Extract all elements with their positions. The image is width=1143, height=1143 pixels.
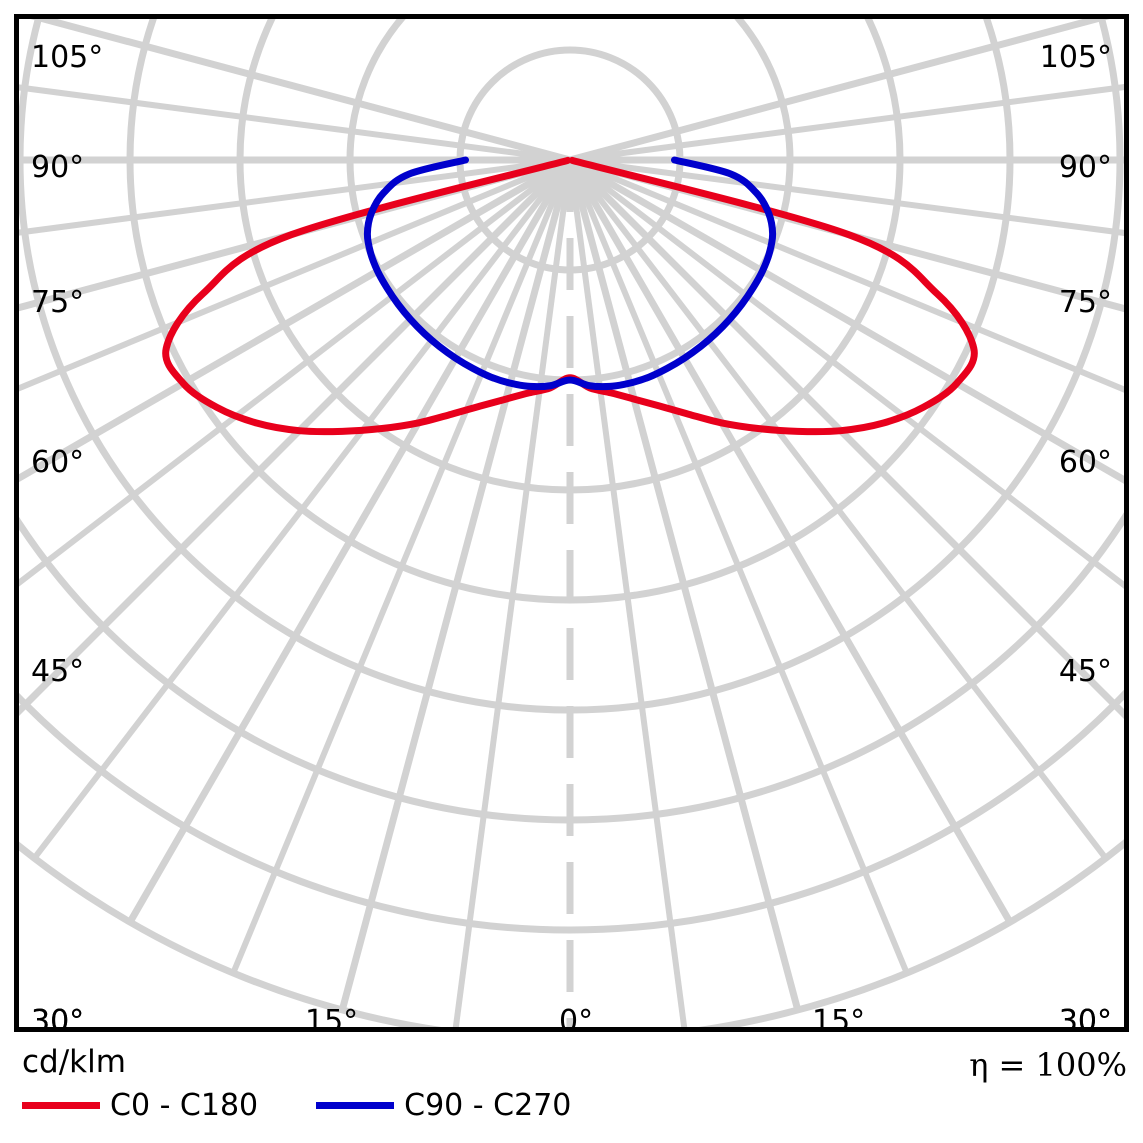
axis-label-bottom-0: 0°: [559, 1004, 594, 1032]
curve-c90-c270: [363, 156, 777, 391]
axis-label-left-30: 30°: [31, 1004, 85, 1032]
axis-label-right-30: 30°: [1058, 1004, 1112, 1032]
axis-label-bottom-15-left: 15°: [305, 1004, 359, 1032]
unit-label: cd/klm: [22, 1044, 126, 1080]
legend-swatch-c90-c270: [316, 1102, 395, 1109]
legend-swatch-c0-c180: [22, 1102, 100, 1109]
legend-item-c0-c180: C0 - C180: [22, 1088, 258, 1123]
axis-label-left-60: 60°: [31, 445, 85, 480]
legend-label-c90-c270: C90 - C270: [404, 1088, 572, 1123]
legend: C0 - C180 C90 - C270: [22, 1088, 571, 1123]
axis-label-right-45: 45°: [1058, 654, 1112, 689]
polar-grid-and-curves: [19, 19, 1124, 1027]
axis-label-right-90: 90°: [1058, 150, 1112, 185]
grid-rays: [19, 19, 1124, 1027]
axis-label-right-75: 75°: [1058, 285, 1112, 320]
axis-label-bottom-15-right: 15°: [812, 1004, 866, 1032]
legend-label-c0-c180: C0 - C180: [110, 1088, 259, 1123]
axis-label-bottom-30-right: 30°: [1058, 1004, 1112, 1032]
axis-label-left-45: 45°: [31, 654, 85, 689]
chart-footer: cd/klm η = 100% C0 - C180 C90 - C270: [0, 1032, 1143, 1143]
axis-label-left-105: 105°: [31, 40, 104, 75]
axis-label-left-75: 75°: [31, 285, 85, 320]
axis-label-bottom-30-left: 30°: [31, 1004, 85, 1032]
legend-item-c90-c270: C90 - C270: [316, 1088, 571, 1123]
efficiency-label: η = 100%: [969, 1046, 1127, 1084]
axis-label-right-105: 105°: [1039, 40, 1112, 75]
plot-frame: 105° 90° 75° 60° 45° 30° 105° 90° 75° 60…: [14, 14, 1129, 1032]
axis-label-left-90: 90°: [31, 150, 85, 185]
axis-label-right-60: 60°: [1058, 445, 1112, 480]
